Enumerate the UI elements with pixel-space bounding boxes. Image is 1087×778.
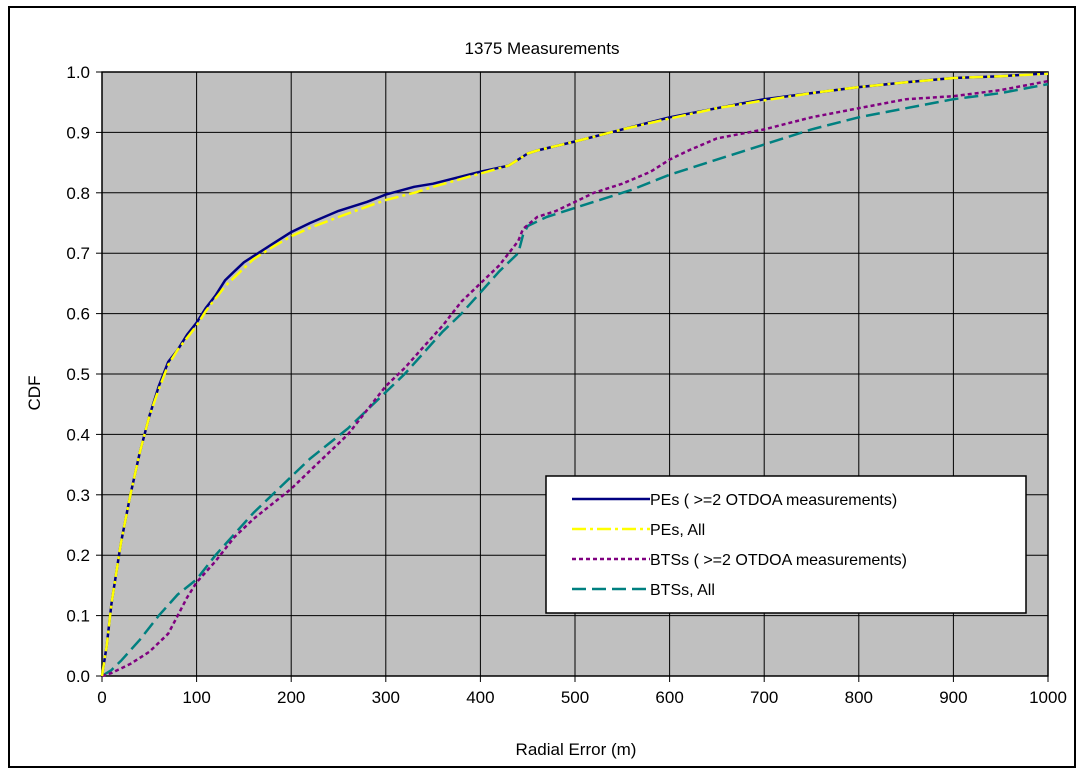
y-axis-label: CDF <box>25 376 44 411</box>
legend-label-0: PEs ( >=2 OTDOA measurements) <box>650 492 897 509</box>
y-tick-label: 0.4 <box>66 425 90 444</box>
series-line-2 <box>101 79 1049 678</box>
y-tick-label: 0.6 <box>66 305 90 324</box>
x-tick-label: 800 <box>845 688 873 707</box>
x-tick-label: 300 <box>372 688 400 707</box>
y-tick-label: 0.1 <box>66 607 90 626</box>
x-tick-label: 100 <box>182 688 210 707</box>
y-tick-label: 0.9 <box>66 123 90 142</box>
y-tick-label: 0.7 <box>66 244 90 263</box>
chart-frame: 1375 Measurements 0 100 200 300 400 500 600 700… <box>8 6 1076 768</box>
x-tick-label: 900 <box>939 688 967 707</box>
x-tick-label: 0 <box>97 688 106 707</box>
series-line-1 <box>100 72 1049 677</box>
x-tick-label: 700 <box>750 688 778 707</box>
y-tick-label: 0.5 <box>66 365 90 384</box>
legend-label-2: BTSs ( >=2 OTDOA measurements) <box>650 552 907 569</box>
y-tick-label: 0.2 <box>66 546 90 565</box>
legend-label-1: PEs, All <box>650 522 705 539</box>
cdf-chart: 1375 Measurements 0 100 200 300 400 500 600 700… <box>25 39 1067 759</box>
x-tick-label: 500 <box>561 688 589 707</box>
chart-title: 1375 Measurements <box>465 39 620 58</box>
x-tick-label: 400 <box>466 688 494 707</box>
legend-label-3: BTSs, All <box>650 582 715 599</box>
y-tick-label: 1.0 <box>66 63 90 82</box>
y-tick-label: 0.0 <box>66 667 90 686</box>
y-tick-label: 0.3 <box>66 486 90 505</box>
x-tick-label: 200 <box>277 688 305 707</box>
x-tick-label: 1000 <box>1029 688 1067 707</box>
y-tick-label: 0.8 <box>66 184 90 203</box>
series-line-3 <box>101 82 1049 678</box>
legend: PEs ( >=2 OTDOA measurements) PEs, All BTS… <box>545 475 1027 614</box>
x-tick-label: 600 <box>655 688 683 707</box>
x-axis-label: Radial Error (m) <box>516 740 637 759</box>
